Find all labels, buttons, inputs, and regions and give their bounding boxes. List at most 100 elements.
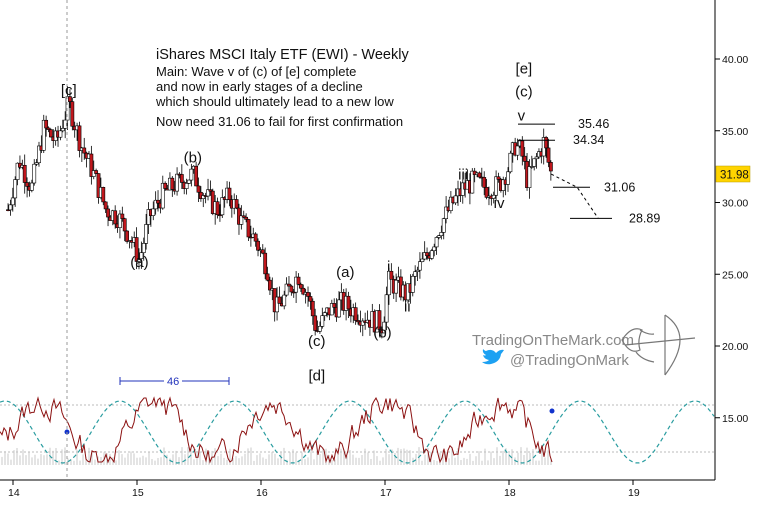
candle-body	[282, 294, 287, 307]
candle-body	[522, 155, 527, 162]
candle-body	[318, 326, 322, 332]
cycle-length-marker: 46	[119, 375, 230, 388]
candle-body	[196, 185, 201, 193]
candle-body	[387, 270, 391, 296]
candle-body	[137, 258, 141, 262]
cycle-indicator-panel	[0, 396, 715, 465]
candle-body	[496, 176, 501, 180]
candle-body	[260, 249, 265, 254]
wave-label: iv	[494, 195, 505, 212]
annotation-line-4: Now need 31.06 to fail for first confirm…	[156, 114, 403, 129]
candle-body	[268, 279, 272, 291]
candle-body	[444, 206, 449, 220]
y-tick-label: 30.00	[722, 198, 748, 210]
candle-body	[382, 321, 387, 334]
candle-body	[360, 320, 365, 326]
candle-body	[418, 261, 422, 271]
candle-body	[208, 189, 213, 192]
candle-body	[63, 119, 68, 129]
wave-label: (b)	[373, 324, 391, 341]
candle-body	[46, 127, 51, 130]
x-tick-label: 18	[504, 487, 516, 499]
wave-label: [e]	[516, 60, 533, 77]
candle-body	[265, 273, 270, 281]
candle-body	[377, 310, 382, 330]
candle-body	[253, 233, 258, 242]
candle-body	[477, 172, 482, 178]
candle-body	[429, 250, 434, 259]
candle-body	[89, 153, 94, 177]
candle-body	[241, 215, 246, 218]
wave-label: v	[518, 108, 526, 125]
candle-body	[215, 201, 220, 216]
watermark: TradingOnTheMark.com @TradingOnMark	[472, 314, 696, 376]
candle-body	[146, 209, 151, 225]
wave-label: [c]	[61, 82, 77, 99]
annotation-line-2: and now in early stages of a decline	[156, 79, 363, 94]
candle-body	[141, 243, 146, 253]
candle-body	[301, 287, 306, 295]
watermark-handle: @TradingOnMark	[510, 352, 629, 369]
candle-body	[332, 303, 337, 308]
x-tick-label: 16	[256, 487, 268, 499]
cycle-length-label: 46	[167, 376, 179, 388]
candle-body	[329, 303, 334, 316]
candle-body	[527, 166, 532, 188]
candle-body	[44, 119, 49, 129]
candle-body	[201, 195, 206, 199]
candle-body	[437, 235, 441, 238]
candle-body	[187, 179, 191, 184]
last-price-badge: 31.98	[715, 165, 751, 183]
candle-body	[470, 170, 475, 194]
wave-label: (c)	[515, 83, 533, 100]
candle-body	[48, 129, 53, 138]
wave-label: iii	[458, 167, 468, 184]
candle-body	[246, 219, 251, 238]
candle-body	[506, 171, 510, 185]
wave-label: i	[387, 258, 390, 275]
candle-body	[320, 315, 325, 327]
candle-body	[491, 194, 496, 199]
candle-body	[289, 285, 294, 293]
candle-body	[394, 279, 399, 294]
candle-body	[170, 177, 175, 190]
candle-body	[439, 232, 444, 236]
level-label: 28.89	[629, 211, 660, 225]
y-tick-label: 40.00	[722, 54, 748, 66]
wave-label: (a)	[130, 254, 148, 271]
y-tick-label: 15.00	[722, 413, 748, 425]
candle-body	[420, 258, 425, 263]
candle-body	[546, 147, 551, 163]
watermark-site: TradingOnTheMark.com	[472, 332, 634, 349]
candle-body	[220, 197, 225, 216]
candle-body	[206, 189, 210, 197]
candle-body	[120, 213, 125, 219]
candle-body	[434, 237, 439, 248]
candle-body	[548, 162, 553, 172]
candle-body	[284, 283, 289, 296]
wave-label: (a)	[336, 264, 354, 281]
candle-body	[118, 213, 122, 228]
candle-body	[184, 183, 189, 189]
candle-body	[94, 170, 99, 174]
candle-body	[544, 137, 549, 149]
candle-body	[156, 199, 160, 204]
candle-body	[356, 320, 360, 323]
x-axis-ticks: 14 15 16 17 18 19	[8, 480, 640, 499]
candle-body	[77, 125, 82, 151]
dominant-cycle-line	[0, 400, 715, 464]
y-tick-label: 20.00	[722, 341, 748, 353]
candle-body	[432, 246, 437, 252]
candle-body	[306, 292, 310, 297]
candle-body	[10, 197, 15, 206]
last-price-label: 31.98	[720, 170, 749, 182]
candle-body	[520, 140, 525, 157]
candle-body	[239, 215, 244, 225]
candle-body	[453, 195, 458, 204]
candle-body	[34, 162, 39, 165]
candle-body	[482, 177, 487, 188]
candle-body	[8, 204, 13, 211]
candle-body	[415, 269, 420, 272]
candle-body	[68, 96, 72, 102]
